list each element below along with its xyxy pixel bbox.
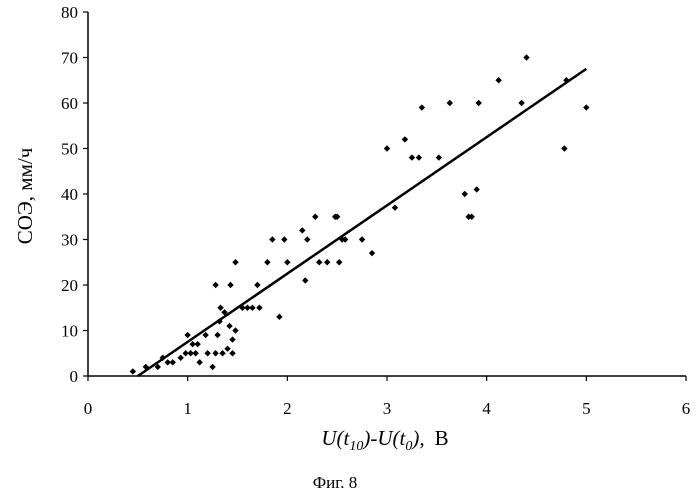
- data-point: [232, 259, 238, 265]
- x-title-subscript-2: 0: [405, 439, 412, 454]
- y-tick-label: 80: [61, 3, 78, 22]
- x-tick-label: 4: [482, 399, 491, 418]
- data-point: [369, 250, 375, 256]
- x-title-part-3: ),: [411, 426, 424, 450]
- data-point: [196, 359, 202, 365]
- data-point: [284, 259, 290, 265]
- x-title-part-2: )-U(t: [362, 426, 406, 450]
- data-point: [561, 145, 567, 151]
- y-tick-label: 50: [61, 140, 78, 159]
- data-point: [436, 154, 442, 160]
- data-point: [583, 104, 589, 110]
- data-point: [204, 350, 210, 356]
- x-tick-label: 1: [183, 399, 192, 418]
- data-point: [402, 136, 408, 142]
- data-point: [254, 282, 260, 288]
- data-point: [416, 154, 422, 160]
- data-point: [474, 186, 480, 192]
- data-point: [249, 305, 255, 311]
- data-point: [229, 336, 235, 342]
- data-point: [462, 191, 468, 197]
- data-point: [256, 305, 262, 311]
- data-point: [302, 277, 308, 283]
- data-point: [518, 100, 524, 106]
- x-tick-label: 5: [582, 399, 591, 418]
- axes: 0 10 20 30 40 50 60 70 80 0 1 2 3 4 5 6: [61, 3, 690, 418]
- data-point: [224, 346, 230, 352]
- x-axis-title: U(t10)-U(t0), В: [321, 426, 448, 454]
- y-tick-label: 20: [61, 276, 78, 295]
- y-tick-label: 40: [61, 185, 78, 204]
- y-tick-label: 30: [61, 231, 78, 250]
- data-point: [212, 350, 218, 356]
- data-point: [299, 227, 305, 233]
- y-tick-label: 10: [61, 322, 78, 341]
- y-tick-label: 0: [70, 367, 79, 386]
- data-point: [359, 236, 365, 242]
- data-point: [316, 259, 322, 265]
- data-point: [219, 350, 225, 356]
- figure-caption: Фиг. 8: [313, 473, 358, 492]
- data-point: [264, 259, 270, 265]
- x-tick-label: 0: [84, 399, 93, 418]
- data-point: [229, 350, 235, 356]
- data-point: [226, 323, 232, 329]
- data-point: [281, 236, 287, 242]
- x-title-part-1: U(t: [321, 426, 350, 450]
- data-point: [184, 332, 190, 338]
- data-point: [192, 350, 198, 356]
- data-point: [276, 314, 282, 320]
- data-point: [130, 368, 136, 374]
- data-point: [384, 145, 390, 151]
- data-point: [304, 236, 310, 242]
- y-tick-label: 60: [61, 94, 78, 113]
- data-point: [495, 77, 501, 83]
- x-title-unit: В: [435, 426, 449, 450]
- data-point: [209, 364, 215, 370]
- data-point: [419, 104, 425, 110]
- data-point: [214, 332, 220, 338]
- data-point: [312, 214, 318, 220]
- data-point: [324, 259, 330, 265]
- x-title-subscript-1: 10: [349, 439, 363, 454]
- trendline-group: [138, 69, 587, 376]
- data-point: [177, 355, 183, 361]
- data-point: [217, 305, 223, 311]
- data-point: [336, 259, 342, 265]
- data-point: [269, 236, 275, 242]
- data-point: [202, 332, 208, 338]
- x-tick-label: 3: [383, 399, 392, 418]
- data-point: [194, 341, 200, 347]
- data-point: [409, 154, 415, 160]
- data-point: [392, 204, 398, 210]
- data-point: [475, 100, 481, 106]
- x-tick-label: 6: [682, 399, 691, 418]
- y-axis-title: СОЭ, мм/ч: [13, 147, 37, 244]
- data-point: [232, 327, 238, 333]
- data-point: [447, 100, 453, 106]
- axis-labels: СОЭ, мм/ч U(t10)-U(t0),В Фиг. 8: [13, 147, 449, 492]
- data-points: [130, 54, 590, 374]
- data-point: [523, 54, 529, 60]
- x-tick-label: 2: [283, 399, 292, 418]
- data-point: [227, 282, 233, 288]
- y-tick-label: 70: [61, 49, 78, 68]
- data-point: [170, 359, 176, 365]
- trendline: [138, 69, 587, 376]
- data-point: [212, 282, 218, 288]
